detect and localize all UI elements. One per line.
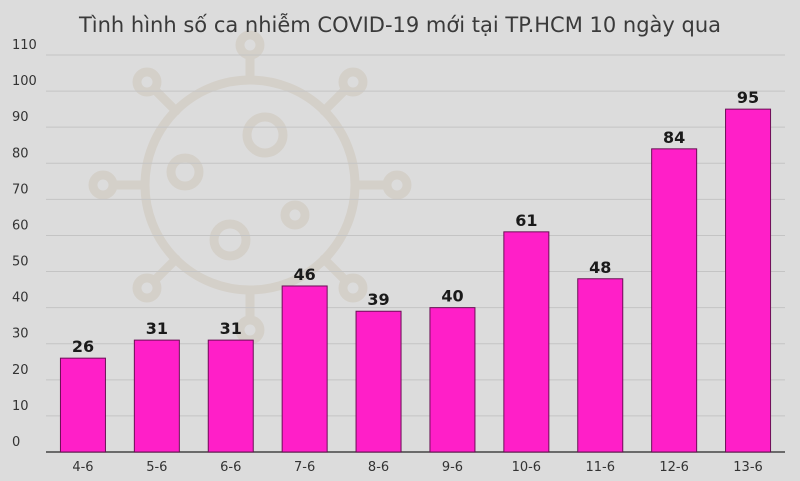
bar-4-6: [59, 357, 106, 453]
bar-8-6: [355, 310, 402, 453]
bar-5-6: [133, 339, 180, 453]
data-label: 31: [220, 319, 242, 338]
data-label: 31: [146, 319, 168, 338]
x-tick-label: 9-6: [442, 460, 463, 475]
x-tick-label: 13-6: [733, 460, 763, 475]
y-tick-label: 110: [12, 38, 37, 53]
bar-6-6: [207, 339, 254, 453]
bar-13-6: [725, 108, 772, 453]
data-label: 39: [367, 290, 389, 309]
y-tick-label: 10: [12, 399, 29, 414]
data-label: 40: [441, 287, 463, 306]
x-tick-label: 11-6: [585, 460, 615, 475]
y-tick-label: 20: [12, 363, 29, 378]
chart-title: Tình hình số ca nhiễm COVID-19 mới tại T…: [78, 12, 721, 37]
y-tick-label: 100: [12, 74, 37, 89]
x-tick-label: 5-6: [146, 460, 167, 475]
x-tick-label: 7-6: [294, 460, 315, 475]
virus-icon: [88, 30, 412, 345]
y-tick-label: 70: [12, 182, 29, 197]
bar-10-6: [503, 231, 550, 453]
data-labels: 26 31 31 46 39 40 61 48 84 95: [72, 88, 759, 356]
data-label: 46: [294, 265, 316, 284]
bar-9-6: [429, 307, 476, 453]
bar-12-6: [651, 148, 698, 453]
x-tick-label: 10-6: [512, 460, 542, 475]
bar-7-6: [281, 285, 328, 453]
data-label: 26: [72, 337, 94, 356]
x-tick-label: 12-6: [659, 460, 689, 475]
x-tick-label: 6-6: [220, 460, 241, 475]
bar-11-6: [577, 278, 624, 453]
y-axis: 0 10 20 30 40 50 60 70 80 90 100 110: [12, 38, 37, 450]
y-tick-label: 0: [12, 435, 20, 450]
y-tick-label: 30: [12, 327, 29, 342]
x-tick-label: 4-6: [72, 460, 93, 475]
bars: [59, 108, 772, 453]
data-label: 48: [589, 258, 611, 277]
x-tick-label: 8-6: [368, 460, 389, 475]
data-label: 95: [737, 88, 759, 107]
y-tick-label: 60: [12, 218, 29, 233]
y-tick-label: 50: [12, 255, 29, 270]
y-tick-label: 40: [12, 291, 29, 306]
x-axis: 4-6 5-6 6-6 7-6 8-6 9-6 10-6 11-6 12-6 13-6: [72, 460, 762, 475]
y-tick-label: 80: [12, 146, 29, 161]
y-tick-label: 90: [12, 110, 29, 125]
data-label: 84: [663, 128, 685, 147]
data-label: 61: [515, 211, 537, 230]
